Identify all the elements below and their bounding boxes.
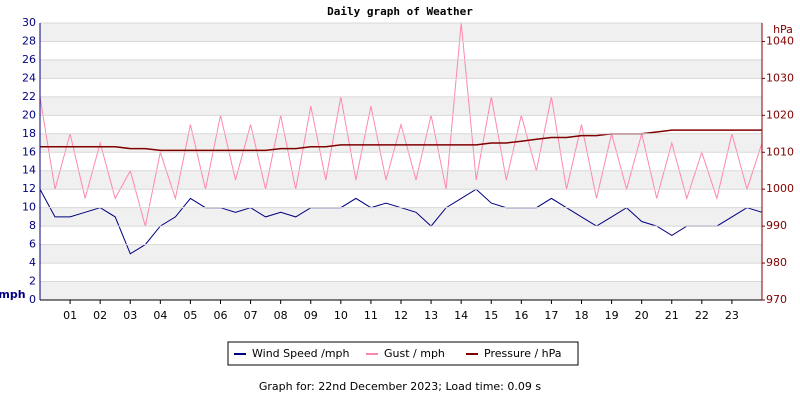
y2-tick-label: 970 — [766, 293, 787, 306]
x-tick-label: 16 — [514, 309, 528, 322]
y-tick-label: 30 — [22, 16, 36, 29]
grid-band — [40, 133, 762, 153]
y-tick-label: 12 — [22, 182, 36, 195]
y-tick-label: 22 — [22, 90, 36, 103]
x-tick-label: 02 — [93, 309, 107, 322]
x-tick-label: 11 — [364, 309, 378, 322]
x-tick-label: 13 — [424, 309, 438, 322]
x-tick-label: 22 — [695, 309, 709, 322]
y-tick-label: 26 — [22, 53, 36, 66]
x-tick-label: 18 — [575, 309, 589, 322]
x-tick-label: 01 — [63, 309, 77, 322]
x-tick-label: 04 — [153, 309, 167, 322]
y-tick-label: 8 — [29, 219, 36, 232]
y-tick-label: 16 — [22, 145, 36, 158]
x-tick-label: 05 — [183, 309, 197, 322]
footer: Graph for: 22nd December 2023; Load time… — [259, 380, 541, 393]
x-tick-label: 17 — [544, 309, 558, 322]
legend-label: Wind Speed /mph — [252, 347, 350, 360]
y2-tick-label: 1030 — [766, 71, 794, 84]
grid-band — [40, 59, 762, 79]
x-tick-label: 20 — [635, 309, 649, 322]
x-tick-label: 03 — [123, 309, 137, 322]
grid-band — [40, 170, 762, 190]
y2-tick-label: 1020 — [766, 108, 794, 121]
x-tick-label: 15 — [484, 309, 498, 322]
y-tick-label: 24 — [22, 71, 36, 84]
x-tick-label: 23 — [725, 309, 739, 322]
legend-label: Pressure / hPa — [484, 347, 562, 360]
y-tick-label: 0 — [29, 293, 36, 306]
y-tick-label: 20 — [22, 108, 36, 121]
chart-title: Daily graph of Weather — [327, 5, 473, 18]
x-tick-label: 12 — [394, 309, 408, 322]
legend-label: Gust / mph — [384, 347, 445, 360]
y-tick-label: 4 — [29, 256, 36, 269]
grid-band — [40, 96, 762, 116]
y2-tick-label: 1000 — [766, 182, 794, 195]
grid-band — [40, 207, 762, 227]
y2-tick-label: 980 — [766, 256, 787, 269]
y2-axis-unit: hPa — [773, 23, 793, 36]
y-tick-label: 10 — [22, 201, 36, 214]
y-tick-label: 2 — [29, 275, 36, 288]
y-tick-label: 18 — [22, 127, 36, 140]
legend-box — [227, 341, 579, 366]
y2-tick-label: 990 — [766, 219, 787, 232]
x-tick-label: 10 — [334, 309, 348, 322]
grid-band — [40, 281, 762, 300]
y-tick-label: 6 — [29, 238, 36, 251]
y2-tick-label: 1040 — [766, 34, 794, 47]
x-tick-label: 19 — [605, 309, 619, 322]
y-axis-unit: mph — [0, 288, 26, 301]
x-tick-label: 09 — [304, 309, 318, 322]
y-tick-label: 28 — [22, 34, 36, 47]
grid-band — [40, 23, 762, 42]
y2-tick-label: 1010 — [766, 145, 794, 158]
x-tick-label: 06 — [214, 309, 228, 322]
x-tick-label: 08 — [274, 309, 288, 322]
x-tick-label: 14 — [454, 309, 468, 322]
y-tick-label: 14 — [22, 164, 36, 177]
grid-band — [40, 244, 762, 264]
x-tick-label: 07 — [244, 309, 258, 322]
x-tick-label: 21 — [665, 309, 679, 322]
